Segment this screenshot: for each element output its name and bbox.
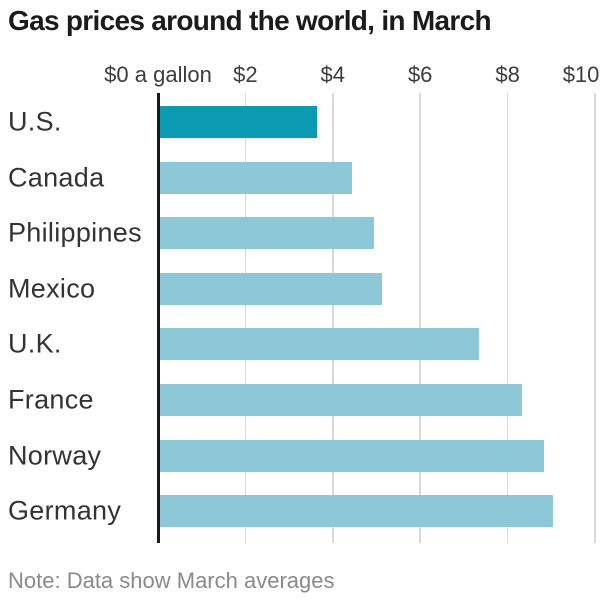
category-label-norway: Norway — [8, 440, 102, 471]
x-tick-label-0: $0 a gallon — [104, 62, 212, 87]
category-label-u-k: U.K. — [8, 328, 62, 359]
gridline-6 — [419, 93, 421, 543]
chart-note: Note: Data show March averages — [8, 568, 335, 593]
category-label-u-s: U.S. — [8, 106, 62, 137]
zero-axis-line — [156, 93, 160, 543]
category-label-france: France — [8, 384, 94, 415]
bar-germany — [159, 495, 553, 528]
chart-title: Gas prices around the world, in March — [8, 5, 492, 36]
bar-u-s — [159, 106, 317, 138]
bar-u-k — [159, 328, 479, 361]
bar-philippines — [159, 217, 374, 250]
x-tick-label-4: $4 — [320, 62, 346, 87]
category-label-philippines: Philippines — [8, 217, 142, 248]
gridline-2 — [244, 93, 247, 543]
x-tick-label-8: $8 — [495, 62, 520, 87]
category-label-germany: Germany — [8, 495, 122, 526]
gridline-4 — [332, 93, 334, 543]
plot-area: $0 a gallon $2 $4 $6 $8 $10 U.S. Canada Philippi… — [0, 62, 600, 543]
bar-mexico — [159, 272, 383, 305]
bar-norway — [159, 439, 545, 472]
x-tick-label-6: $6 — [407, 62, 433, 87]
bar-canada — [159, 161, 352, 194]
gridline-8 — [506, 93, 509, 543]
gridline-10 — [594, 93, 596, 543]
x-tick-label-10: $10 — [562, 62, 600, 87]
category-label-mexico: Mexico — [8, 273, 96, 304]
bar-france — [159, 384, 523, 416]
x-tick-label-2: $2 — [233, 62, 258, 87]
category-label-canada: Canada — [8, 162, 105, 193]
